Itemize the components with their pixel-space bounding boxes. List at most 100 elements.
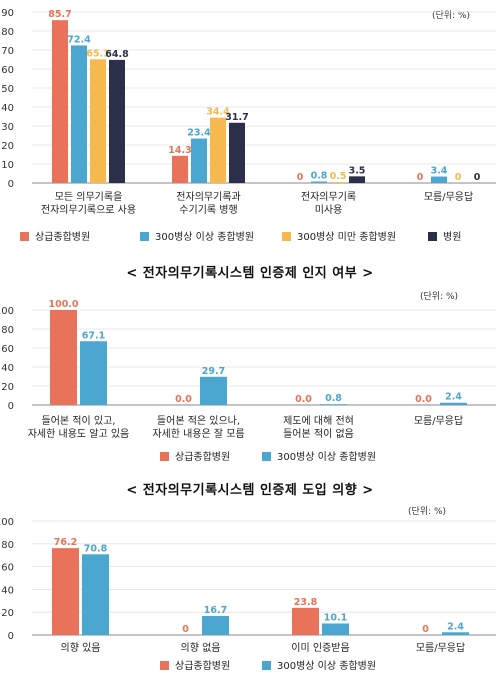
data-label: 0 <box>422 624 429 635</box>
category-label: 수기기록 병행 <box>179 204 237 216</box>
bar-0-2-2 <box>330 182 346 183</box>
y-tick-label: 0 <box>8 401 14 412</box>
chart-certification-intent: (단위: %) 0 20 40 60 80 100 76.2 70.8 의향 있음 0 16.7 의향 … <box>0 503 500 677</box>
y-tick-label: 20 <box>1 141 14 152</box>
section-title-awareness: < 전자의무기록시스템 인증제 인지 여부 > <box>126 266 374 281</box>
legend-label: 300병상 미만 종합병원 <box>297 231 396 243</box>
chart-emr-usage-svg: (단위: %) 0 10 20 30 40 50 60 70 80 90 85.7 72.4 65.164… <box>1 8 496 243</box>
data-label: 0.5 <box>330 171 347 182</box>
legend-label: 300병상 이상 종합병원 <box>155 231 254 243</box>
legend-swatch <box>262 452 271 461</box>
data-label: 67.1 <box>82 330 105 341</box>
category-label: 제도에 대해 전혀 <box>283 414 354 427</box>
legend-swatch <box>428 232 437 241</box>
category-label: 의향 있음 <box>61 642 101 654</box>
bar-0-1-0 <box>172 155 188 183</box>
bar-0-1-1 <box>191 138 207 183</box>
category-label: 전자의무기록과 <box>176 191 240 203</box>
bar-0-1-2 <box>210 117 226 183</box>
y-tick-label: 30 <box>1 122 14 133</box>
data-label: 85.7 <box>48 9 71 20</box>
bar-2-0-0 <box>52 548 79 635</box>
data-label: 23.4 <box>187 128 211 139</box>
data-label: 0 <box>182 624 189 635</box>
bar-1-3-1 <box>440 402 467 405</box>
category-label: 들어본 적이 있고, <box>42 415 116 427</box>
y-tick-label: 80 <box>1 27 14 38</box>
y-tick-label: 40 <box>1 363 14 374</box>
legend-label: 병원 <box>443 231 461 243</box>
y-tick-label: 0 <box>8 179 14 190</box>
legend-swatch <box>262 661 271 670</box>
data-label: 72.4 <box>67 34 91 45</box>
y-tick-label: 70 <box>1 46 14 57</box>
category-label: 미사용 <box>315 204 343 216</box>
y-tick-label: 20 <box>1 382 14 393</box>
y-tick-label: 80 <box>1 325 14 336</box>
data-label: 0 <box>474 172 481 183</box>
bar-1-1-1 <box>200 376 227 405</box>
data-label: 0.8 <box>325 393 342 404</box>
data-label: 0.0 <box>295 394 312 405</box>
bar-0-0-3 <box>109 59 125 183</box>
category-label: 모름/무응답 <box>424 191 473 203</box>
y-tick-label: 60 <box>1 344 14 355</box>
data-label: 0 <box>297 172 304 183</box>
y-tick-label: 50 <box>1 84 14 95</box>
data-label: 0 <box>417 172 424 183</box>
bar-2-3-1 <box>442 632 469 635</box>
legend-label: 상급종합병원 <box>175 451 230 463</box>
bar-0-1-3 <box>229 122 245 183</box>
legend-label: 300병상 이상 종합병원 <box>277 660 376 672</box>
unit-label: (단위: %) <box>432 10 470 21</box>
legend-swatch <box>20 232 29 241</box>
data-label: 0 <box>455 172 462 183</box>
data-label: 14.3 <box>168 145 191 156</box>
bar-0-2-3 <box>349 176 365 183</box>
category-label: 자세한 내용은 잘 모름 <box>152 428 244 440</box>
bar-0-2-1 <box>311 181 327 183</box>
bar-1-0-0 <box>50 310 77 405</box>
category-label: 들어본 적이 없음 <box>283 427 354 440</box>
data-label: 76.2 <box>54 537 77 548</box>
category-label: 이미 인증받음 <box>291 642 349 654</box>
y-tick-label: 100 <box>0 306 14 317</box>
category-label: 전자의무기록 <box>301 191 356 203</box>
data-label: 3.5 <box>349 165 366 176</box>
bar-0-0-1 <box>71 45 87 183</box>
y-tick-label: 20 <box>1 608 14 619</box>
bar-2-1-1 <box>202 615 229 635</box>
data-label: 70.8 <box>84 543 108 554</box>
category-label: 모든 의무기록을 <box>55 191 123 203</box>
bar-1-2-1 <box>320 404 347 405</box>
chart-certification-intent-svg: (단위: %) 0 20 40 60 80 100 76.2 70.8 의향 있음 0 16.7 의향 … <box>0 506 496 672</box>
data-label: 0.8 <box>311 170 328 181</box>
data-label: 2.4 <box>447 621 464 632</box>
bar-0-0-0 <box>52 20 68 184</box>
bar-2-2-0 <box>292 607 319 635</box>
data-label: 3.4 <box>431 166 448 177</box>
bar-2-0-1 <box>82 554 109 635</box>
y-tick-label: 100 <box>0 517 14 528</box>
data-label: 2.4 <box>445 392 462 403</box>
category-label: 모름/무응답 <box>416 642 465 654</box>
category-label: 전자의무기록으로 사용 <box>41 204 136 216</box>
section-title-adoption-intent: < 전자의무기록시스템 인증제 도입 의향 > <box>126 483 374 498</box>
y-tick-label: 10 <box>1 160 14 171</box>
data-label: 100.0 <box>48 299 78 310</box>
category-label: 들어본 적은 있으나, <box>157 415 240 427</box>
chart-emr-usage: (단위: %) 0 10 20 30 40 50 60 70 80 90 85.7 72.4 65.1 64… <box>0 0 500 255</box>
bar-2-2-1 <box>322 623 349 635</box>
y-tick-label: 0 <box>8 631 14 642</box>
data-label: 64.8 <box>105 49 129 60</box>
data-label: 65.1 <box>86 48 109 59</box>
data-label: 34.4 <box>206 107 230 118</box>
data-label: 16.7 <box>204 605 227 616</box>
bar-1-0-1 <box>80 341 107 405</box>
data-label: 0.0 <box>415 394 432 405</box>
legend-swatch <box>160 661 169 670</box>
unit-label: (단위: %) <box>408 506 446 517</box>
category-label: 의향 없음 <box>181 641 221 654</box>
